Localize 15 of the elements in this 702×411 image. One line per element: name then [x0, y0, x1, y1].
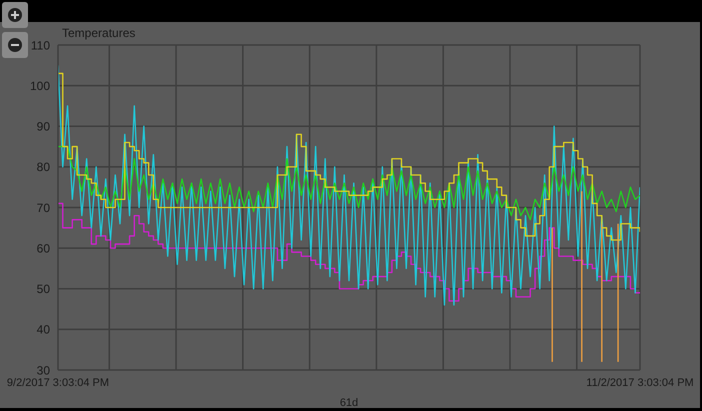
y-tick-label: 80: [36, 160, 50, 174]
line-series: [58, 146, 640, 220]
x-tick-label: 11/2/2017 3:03:04 PM: [586, 376, 694, 389]
x-axis-title: 61d: [340, 397, 358, 409]
y-tick-label: 110: [30, 38, 50, 52]
y-tick-label: 100: [30, 78, 50, 93]
y-tick-label: 50: [36, 282, 50, 296]
y-tick-label: 90: [36, 120, 50, 134]
y-tick-label: 60: [36, 241, 50, 256]
line-series: [58, 64, 640, 306]
y-tick-label: 40: [36, 322, 50, 337]
y-tick-label: 70: [36, 200, 50, 215]
chart-title: Temperatures: [62, 26, 136, 40]
x-tick-label: 9/2/2017 3:03:04 PM: [6, 376, 110, 389]
y-tick-label: 30: [36, 363, 50, 378]
